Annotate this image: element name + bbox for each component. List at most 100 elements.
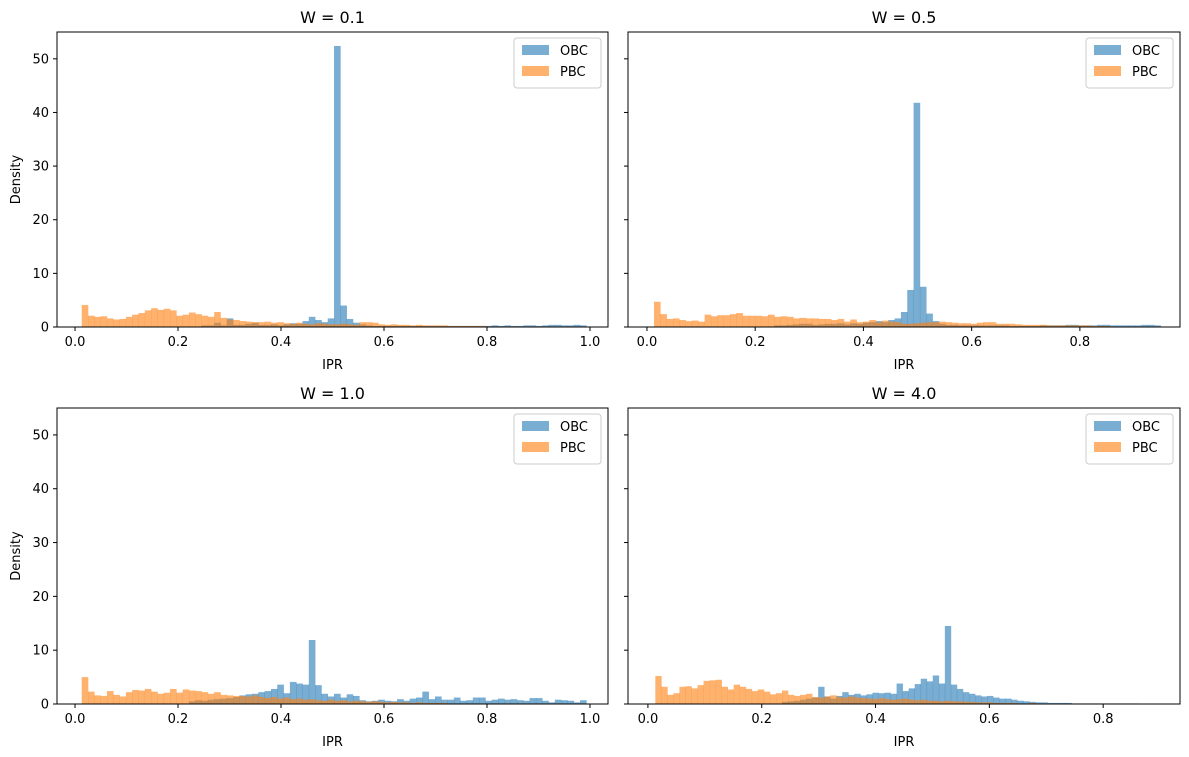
subplot-panel-3: 0.0 0.2 0.4 0.6 0.8 1.0 0 10 20 30 40 50 W = 1.0 IPR D… (9, 384, 609, 750)
histogram-bar-obc (504, 699, 511, 704)
histogram-bar-obc (340, 305, 347, 327)
histogram-bar-obc (926, 313, 933, 327)
histogram-bar-pbc (239, 695, 247, 704)
histogram-bar-pbc (144, 310, 152, 327)
subplot-panel-1: 0.0 0.2 0.4 0.6 0.8 1.0 0 10 20 30 40 50 W = 0.1 IPR D… (9, 8, 609, 373)
histogram-bar-obc (428, 699, 436, 704)
histogram-bar-pbc (831, 320, 838, 327)
histogram-bar-obc (999, 698, 1006, 704)
histogram-bar-pbc (938, 701, 946, 704)
histogram-bar-pbc (781, 690, 789, 704)
histogram-bar-pbc (881, 320, 889, 327)
histogram-bar-obc (981, 696, 988, 704)
histogram-bar-obc (352, 695, 360, 704)
histogram-bar-obc (926, 681, 934, 704)
histogram-bar-pbc (151, 308, 158, 327)
histogram-bar-obc (1135, 325, 1142, 327)
histogram-bar-pbc (409, 702, 417, 704)
histogram-bar-obc (890, 693, 897, 704)
y-tick-label: 40 (32, 106, 49, 121)
histogram-bar-pbc (384, 702, 392, 704)
histogram-bar-obc (950, 684, 958, 704)
histogram-bar-pbc (1071, 325, 1079, 327)
histogram-bar-obc (334, 45, 341, 327)
histogram-bar-pbc (321, 700, 329, 704)
histogram-bar-obc (1005, 698, 1012, 704)
x-tick-label: 0.0 (65, 712, 86, 727)
histogram-bar-obc (567, 700, 575, 704)
histogram-bar-pbc (157, 309, 165, 327)
histogram-bar-pbc (1078, 325, 1085, 327)
x-tick-label: 0.0 (637, 335, 658, 350)
histogram-bar-obc (907, 289, 914, 327)
legend: OBC PBC (1085, 413, 1174, 465)
histogram-bar-obc (580, 325, 587, 327)
x-tick-label: 0.4 (865, 712, 886, 727)
histogram-bar-pbc (113, 319, 120, 327)
histogram-bar-pbc (666, 318, 674, 327)
histogram-bar-pbc (780, 316, 788, 327)
histogram-bar-pbc (441, 325, 448, 327)
axes-frame (56, 407, 609, 705)
histogram-bar-obc (397, 699, 404, 704)
histogram-bar-pbc (226, 319, 234, 327)
histogram-bar-obc (308, 639, 316, 704)
histogram-bar-pbc (245, 696, 253, 704)
histogram-bar-pbc (709, 680, 716, 704)
legend-swatch-obc (522, 421, 549, 431)
histogram-bar-pbc (824, 696, 831, 704)
histogram-bar-pbc (957, 323, 965, 327)
legend-label-pbc: PBC (560, 65, 586, 80)
histogram-bar-obc (308, 316, 316, 327)
histogram-bar-pbc (283, 697, 291, 704)
y-tick-label: 10 (32, 644, 49, 659)
histogram-bar-pbc (660, 314, 667, 327)
histogram-bar-pbc (113, 694, 120, 704)
y-tick-label: 10 (32, 267, 49, 282)
histogram-bar-pbc (913, 323, 921, 327)
histogram-bar-obc (346, 318, 354, 327)
histogram-bar-pbc (691, 688, 698, 704)
histogram-bar-pbc (334, 700, 341, 704)
histogram-bar-pbc (416, 702, 423, 704)
histogram-bar-obc (498, 698, 505, 704)
x-tick-label: 0.2 (751, 712, 772, 727)
histogram-bar-pbc (860, 698, 867, 704)
histogram-bar-pbc (1021, 324, 1028, 327)
histogram-bar-obc (321, 693, 329, 704)
histogram-bar-obc (447, 699, 455, 704)
histogram-bar-pbc (1097, 325, 1104, 327)
histogram-bar-pbc (163, 308, 171, 327)
x-tick-label: 0.6 (374, 335, 395, 350)
panel-title: W = 1.0 (300, 384, 365, 403)
histogram-bar-obc (523, 325, 530, 327)
histogram-bar-pbc (88, 691, 95, 704)
histogram-bar-obc (913, 102, 921, 327)
histogram-bar-obc (296, 683, 303, 704)
histogram-bar-pbc (416, 324, 423, 327)
histogram-bar-obc (472, 697, 480, 704)
histogram-bar-pbc (745, 688, 753, 704)
histogram-bar-pbc (854, 697, 861, 704)
histogram-bar-pbc (447, 325, 455, 327)
histogram-bar-obc (264, 691, 272, 704)
histogram-bar-obc (542, 325, 549, 327)
histogram-bar-pbc (993, 702, 1000, 704)
histogram-bar-obc (1097, 324, 1104, 327)
x-tick-label: 0.6 (374, 712, 395, 727)
histogram-bar-pbc (944, 700, 952, 704)
histogram-bar-pbc (100, 695, 108, 704)
histogram-bar-obc (270, 688, 278, 704)
series-pbc (81, 305, 587, 327)
histogram-bar-obc (956, 688, 964, 704)
histogram-bar-obc (453, 697, 461, 704)
histogram-bar-pbc (132, 690, 139, 704)
histogram-bar-pbc (302, 323, 310, 327)
histogram-bar-obc (346, 694, 354, 704)
histogram-bar-pbc (830, 695, 837, 704)
histogram-bar-pbc (661, 686, 668, 704)
histogram-bar-pbc (352, 700, 360, 704)
y-tick-label: 0 (41, 321, 49, 336)
histogram-bar-pbc (289, 699, 297, 704)
